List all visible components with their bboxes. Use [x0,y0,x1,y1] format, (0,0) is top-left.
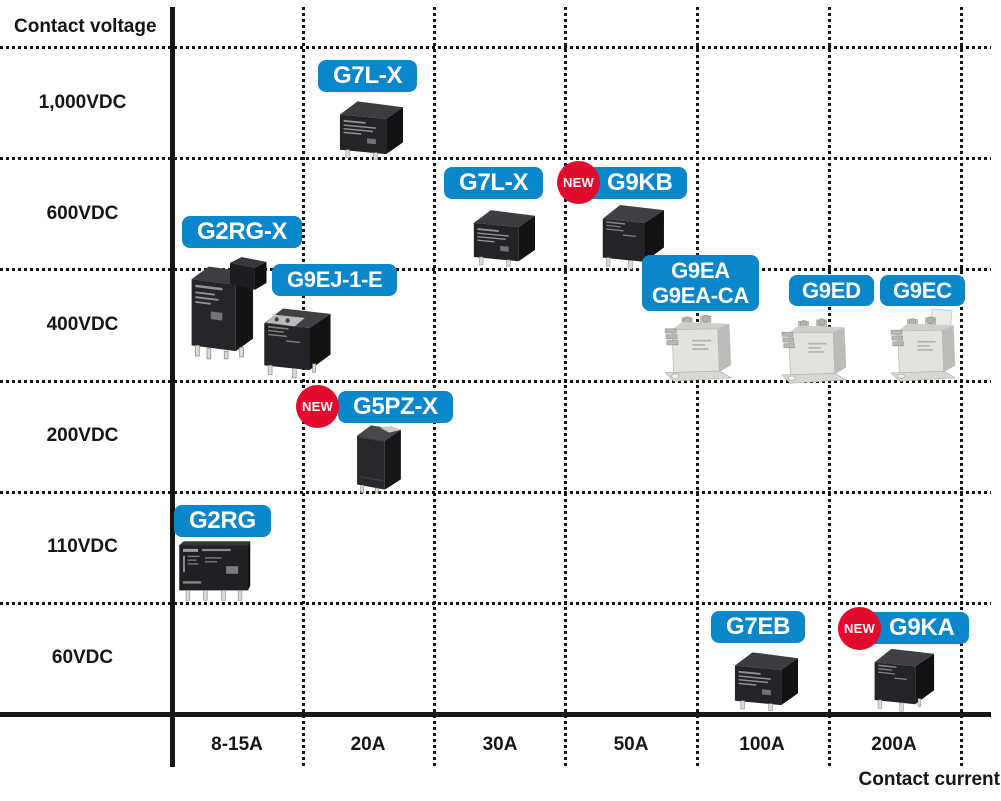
relay-photo-g9ka [874,648,935,712]
relay-photo-g7l-x-1000vdc [339,101,404,160]
y-tick-200vdc: 200VDC [46,425,119,446]
grid-vline-2 [433,7,436,767]
x-axis-line [0,712,991,717]
new-badge: NEW [838,607,881,650]
y-axis-line [170,7,175,767]
y-tick-400vdc: 400VDC [46,314,119,335]
product-badge-g2rg[interactable]: G2RG [174,505,271,537]
y-tick-600vdc: 600VDC [46,203,119,224]
product-label: G7EB [726,613,791,640]
product-label: G9KB [607,169,673,196]
x-tick-30a: 30A [482,734,518,755]
grid-vline-5 [828,7,831,767]
x-tick-20a: 20A [350,734,386,755]
grid-vline-3 [564,7,567,767]
grid-vline-4 [696,7,699,767]
product-badge-g9ej-1-e[interactable]: G9EJ-1-E [272,264,398,296]
product-badge-g5pz-x[interactable]: NEW G5PZ-X [296,385,453,428]
product-label: G9KA [889,614,955,641]
x-tick-200a: 200A [871,734,917,755]
grid-vline-6 [960,7,963,767]
grid-hline-4 [0,380,991,383]
relay-photo-g2rg [178,540,251,601]
relay-photo-g7eb [734,652,799,711]
relay-photo-g7l-x-600vdc [473,209,536,267]
y-tick-110vdc: 110VDC [47,536,118,557]
grid-hline-5 [0,491,991,494]
relay-photo-g9ej-1-e [258,298,336,386]
grid-hline-3 [0,268,991,271]
x-tick-50a: 50A [613,734,649,755]
relay-photo-g9ec [890,308,956,382]
product-label: G7L-X [459,169,529,196]
y-tick-60vdc: 60VDC [51,647,114,668]
product-badge-g7eb[interactable]: G7EB [711,611,806,643]
y-tick-1000vdc: 1,000VDC [38,92,127,113]
product-label: G7L-X [333,62,403,89]
grid-hline-2 [0,157,991,160]
product-label: G2RG-X [197,218,288,245]
new-badge: NEW [296,385,339,428]
new-badge: NEW [557,161,600,204]
product-badge-g9ec[interactable]: G9EC [880,275,965,306]
product-badge-g9ea[interactable]: G9EA G9EA-CA [642,255,759,311]
relay-photo-g5pz-x [356,425,402,494]
x-axis-title: Contact current [858,769,1000,790]
product-label: G9ED [802,277,861,303]
relay-photo-g9ea [664,314,732,382]
x-tick-100a: 100A [739,734,785,755]
product-label: G9EJ-1-E [287,267,383,292]
y-axis-title: Contact voltage [14,16,157,37]
product-badge-g2rg-x[interactable]: G2RG-X [182,216,303,248]
relay-photo-g9ed [781,318,847,384]
product-badge-g9ed[interactable]: G9ED [789,275,874,306]
product-badge-g9ka[interactable]: NEW G9KA [838,607,970,650]
grid-hline-6 [0,602,991,605]
product-label: G5PZ-X [353,393,438,420]
grid-vline-1 [302,7,305,767]
product-label: G2RG [189,507,256,534]
product-badge-g7l-x-1000vdc[interactable]: G7L-X [318,60,418,92]
product-badge-g9kb[interactable]: NEW G9KB [557,161,688,204]
grid-hline-1 [0,46,991,49]
product-label: G9EA G9EA-CA [652,258,749,308]
product-badge-g7l-x-600vdc[interactable]: G7L-X [444,167,544,199]
x-tick-8-15a: 8-15A [211,734,263,755]
product-label: G9EC [893,277,952,303]
